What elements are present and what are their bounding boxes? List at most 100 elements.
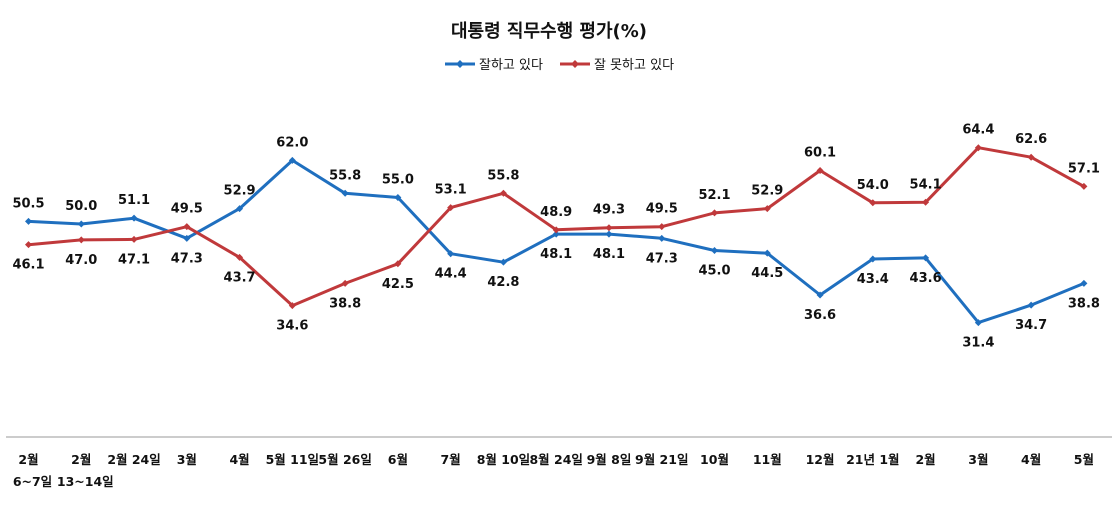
x-tick-label: 5월 11일	[266, 452, 319, 467]
x-tick-label: 8월 24일	[529, 452, 582, 467]
data-point	[869, 255, 877, 263]
data-point	[394, 194, 402, 202]
data-label: 54.1	[910, 177, 942, 192]
data-point	[447, 204, 455, 212]
data-label: 55.0	[382, 173, 414, 188]
data-label: 54.0	[857, 178, 889, 193]
data-point	[1080, 182, 1088, 190]
data-point	[816, 166, 824, 174]
data-label: 60.1	[804, 145, 836, 160]
x-tick-label: 4월	[1021, 452, 1041, 467]
data-label: 34.6	[276, 319, 308, 334]
data-label: 50.5	[12, 196, 44, 211]
data-label: 49.5	[646, 202, 678, 217]
data-label: 42.8	[487, 275, 519, 290]
data-label: 47.3	[171, 251, 203, 266]
data-label: 34.7	[1015, 318, 1047, 333]
data-point	[25, 241, 32, 249]
data-point	[711, 209, 719, 217]
data-label: 46.1	[12, 258, 44, 273]
data-labels-layer: 50.5 50.0 51.1 47.3 52.9 62.0 55.8 55.0 44.4 42.8…	[12, 123, 1099, 351]
data-point	[447, 250, 455, 258]
data-label: 51.1	[118, 193, 150, 208]
series-layer	[25, 144, 1088, 327]
x-tick-label: 9월 21일	[635, 452, 688, 467]
data-point	[605, 230, 613, 238]
data-point	[552, 230, 560, 238]
x-tick-sublabel: 6~7일	[13, 474, 52, 489]
data-label: 52.9	[224, 184, 256, 199]
x-tick-label: 8월 10일	[477, 452, 530, 467]
data-point	[711, 247, 719, 255]
data-label: 49.5	[171, 202, 203, 217]
data-label: 36.6	[804, 308, 836, 323]
data-point	[1027, 301, 1035, 309]
data-label: 38.8	[1068, 296, 1100, 311]
data-point	[763, 205, 771, 213]
data-label: 47.1	[118, 252, 150, 267]
data-label: 52.9	[751, 184, 783, 199]
x-tick-label: 4월	[229, 452, 249, 467]
x-tick-label: 12월	[806, 452, 835, 467]
x-axis-ticks: 2월 2월 2월 24일 3월 4월 5월 11일 5월 26일 6월 7월 8월 10일 8월 2…	[13, 452, 1094, 489]
data-label: 38.8	[329, 296, 361, 311]
data-label: 48.1	[593, 247, 625, 262]
data-label: 48.9	[540, 205, 572, 220]
data-point	[77, 220, 85, 228]
x-tick-label: 7월	[441, 452, 461, 467]
data-label: 45.0	[698, 264, 730, 279]
data-label: 31.4	[962, 336, 994, 351]
legend: 잘하고 있다 잘 못하고 있다	[445, 58, 674, 73]
data-point	[130, 214, 138, 222]
x-tick-label: 9월 8일	[587, 452, 632, 467]
x-tick-label: 2월	[18, 452, 38, 467]
data-label: 47.3	[646, 251, 678, 266]
data-label: 42.5	[382, 277, 414, 292]
x-tick-label: 6월	[388, 452, 408, 467]
x-tick-label: 2월	[915, 452, 935, 467]
data-point	[25, 217, 32, 225]
data-point	[552, 226, 560, 234]
x-tick-label: 21년 1월	[846, 452, 899, 467]
data-label: 55.8	[329, 168, 361, 183]
data-label: 43.4	[857, 272, 889, 287]
legend-item-approve: 잘하고 있다	[445, 58, 543, 73]
x-tick-label: 2월	[71, 452, 91, 467]
data-label: 50.0	[65, 199, 97, 214]
data-label: 44.5	[751, 266, 783, 281]
legend-marker-approve	[456, 60, 464, 68]
data-point	[605, 224, 613, 232]
data-point	[922, 198, 930, 206]
data-point	[1027, 153, 1035, 161]
data-point	[341, 189, 349, 197]
data-point	[974, 144, 982, 152]
data-label: 57.1	[1068, 161, 1100, 176]
data-label: 53.1	[435, 183, 467, 198]
data-label: 48.1	[540, 247, 572, 262]
x-tick-label: 10월	[700, 452, 729, 467]
data-point	[183, 223, 191, 231]
data-label: 52.1	[698, 188, 730, 203]
data-point	[869, 199, 877, 207]
data-label: 55.8	[487, 168, 519, 183]
data-point	[499, 189, 507, 197]
data-label: 44.4	[435, 267, 467, 282]
data-label: 47.0	[65, 253, 97, 268]
data-point	[130, 235, 138, 243]
data-point	[394, 260, 402, 268]
data-label: 43.6	[910, 271, 942, 286]
legend-label-approve: 잘하고 있다	[479, 58, 543, 73]
data-point	[658, 234, 666, 242]
x-tick-sublabel: 13~14일	[57, 474, 114, 489]
legend-marker-disapprove	[571, 60, 579, 68]
data-point	[77, 236, 85, 244]
data-point	[288, 156, 296, 164]
data-point	[236, 253, 244, 261]
legend-label-disapprove: 잘 못하고 있다	[594, 58, 674, 73]
data-point	[763, 249, 771, 257]
x-tick-label: 11월	[753, 452, 782, 467]
data-point	[236, 205, 244, 213]
data-point	[658, 223, 666, 231]
legend-item-disapprove: 잘 못하고 있다	[560, 58, 674, 73]
